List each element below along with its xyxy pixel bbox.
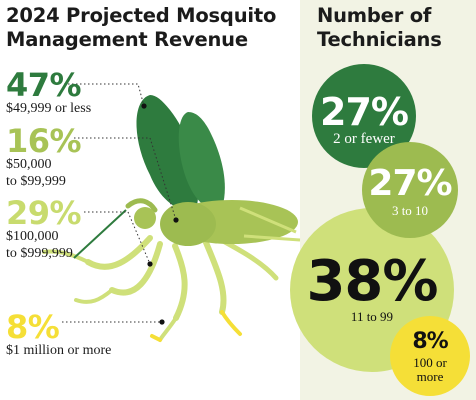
technician-bubble-4 (390, 316, 470, 396)
technicians-title-line-2: Technicians (317, 28, 442, 51)
mosquito-hind-leg (243, 234, 301, 242)
revenue-percent-2: 16% (6, 122, 82, 160)
leader-dots (141, 103, 179, 325)
revenue-range-label-4: $1 million or more (6, 343, 112, 358)
technician-percent-3: 38% (306, 249, 438, 314)
technician-bubble-2 (362, 142, 458, 238)
revenue-range-label-2: to $99,999 (6, 174, 66, 189)
mosquito-icon (42, 95, 301, 342)
mosquito-wing-back (136, 95, 199, 211)
revenue-range-label-3: $100,000 (6, 229, 59, 244)
leader-lines (62, 83, 177, 323)
leader-dot (141, 103, 147, 109)
revenue-percent-3: 29% (6, 194, 82, 232)
technician-bubble-1 (312, 64, 416, 168)
technicians-title: Number of Technicians (317, 4, 475, 52)
leader-line-1 (64, 83, 145, 107)
revenue-range-label-2: $50,000 (6, 157, 52, 172)
leader-dot (159, 319, 165, 325)
technician-percent-4: 8% (412, 329, 448, 354)
revenue-title-line-2: Management Revenue (6, 28, 248, 51)
technicians-title-line-1: Number of (317, 4, 432, 27)
mosquito-foot (150, 334, 162, 342)
revenue-range-label-1: $49,999 or less (6, 101, 92, 116)
revenue-title-line-1: 2024 Projected Mosquito (6, 4, 277, 27)
leader-dot (173, 217, 179, 223)
technician-percent-2: 27% (368, 163, 452, 204)
technician-range-label-4: 100 or (413, 354, 447, 370)
technician-range-label-2: 3 to 10 (391, 202, 429, 218)
mosquito-antenna (125, 198, 158, 213)
mosquito-legs (42, 233, 279, 342)
technician-range-label-4: more (416, 368, 444, 384)
mosquito-wing-front (178, 112, 225, 210)
revenue-title: 2024 Projected Mosquito Management Reven… (6, 4, 298, 52)
bubble-chart (290, 64, 470, 396)
mosquito-thorax (160, 202, 216, 246)
technician-range-label-3: 11 to 99 (350, 308, 394, 324)
technician-percent-1: 27% (320, 90, 409, 134)
mosquito-proboscis (73, 209, 127, 259)
leader-dot (147, 261, 153, 267)
revenue-range-label-3: to $999,999 (6, 246, 73, 261)
technician-range-label-1: 2 or fewer (333, 130, 395, 147)
revenue-percent-4: 8% (6, 308, 60, 346)
revenue-percent-1: 47% (6, 66, 82, 104)
leader-line-3 (84, 211, 151, 265)
leader-line-2 (74, 137, 177, 221)
mosquito-tail (239, 206, 297, 234)
mosquito-head (134, 207, 156, 229)
